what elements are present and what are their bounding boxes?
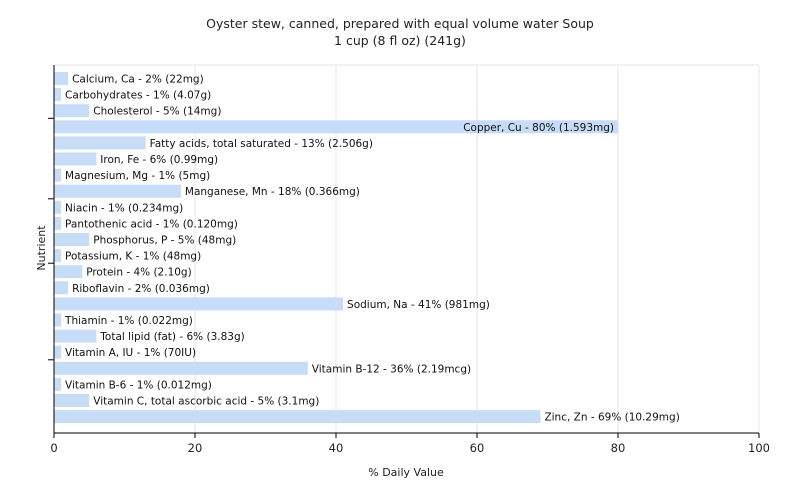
bar-label-1: Carbohydrates - 1% (4.07g) [65, 90, 211, 102]
x-tick-label-4: 80 [611, 441, 626, 455]
bar-15 [54, 313, 62, 327]
bar-label-19: Vitamin B-6 - 1% (0.012mg) [65, 379, 212, 391]
bar-label-10: Phosphorus, P - 5% (48mg) [93, 235, 236, 247]
bar-12 [54, 265, 83, 279]
bar-4 [54, 136, 146, 150]
bar-label-15: Thiamin - 1% (0.022mg) [64, 315, 193, 327]
x-tick-label-5: 100 [748, 441, 770, 455]
bar-label-5: Iron, Fe - 6% (0.99mg) [100, 154, 218, 166]
bar-9 [54, 216, 62, 230]
bar-1 [54, 88, 62, 102]
bar-label-6: Magnesium, Mg - 1% (5mg) [65, 170, 210, 182]
axes: 0 20 40 60 80 100 [48, 65, 770, 455]
bar-label-12: Protein - 4% (2.10g) [86, 267, 192, 279]
bar-label-8: Niacin - 1% (0.234mg) [65, 202, 183, 214]
bar-11 [54, 249, 62, 263]
bars: Calcium, Ca - 2% (22mg) Carbohydrates - 1… [54, 72, 680, 424]
bar-19 [54, 377, 62, 391]
bar-13 [54, 281, 69, 295]
bar-20 [54, 394, 90, 407]
bar-label-14: Sodium, Na - 41% (981mg) [347, 299, 490, 311]
bar-label-16: Total lipid (fat) - 6% (3.83g) [99, 331, 244, 343]
gridlines [54, 64, 760, 433]
x-axis-label: % Daily Value [368, 466, 444, 479]
bar-2 [54, 104, 90, 118]
bar-0 [54, 72, 69, 85]
bar-label-20: Vitamin C, total ascorbic acid - 5% (3.1… [93, 396, 319, 408]
bar-label-9: Pantothenic acid - 1% (0.120mg) [65, 218, 238, 230]
y-axis-label: Nutrient [35, 225, 48, 271]
bar-3 [54, 120, 618, 134]
bar-17 [54, 345, 62, 359]
chart-subtitle: 1 cup (8 fl oz) (241g) [334, 33, 466, 48]
x-tick-label-0: 0 [50, 441, 57, 455]
x-tick-label-1: 20 [188, 441, 203, 455]
bar-18 [54, 361, 308, 375]
bar-label-0: Calcium, Ca - 2% (22mg) [72, 74, 204, 86]
bar-6 [54, 168, 62, 182]
bar-16 [54, 329, 97, 343]
bar-21 [54, 410, 541, 424]
bar-label-13: Riboflavin - 2% (0.036mg) [72, 283, 210, 295]
bar-5 [54, 152, 97, 166]
x-tick-label-2: 40 [329, 441, 344, 455]
bar-label-18: Vitamin B-12 - 36% (2.19mcg) [312, 363, 471, 375]
bar-label-11: Potassium, K - 1% (48mg) [65, 251, 201, 263]
bar-8 [54, 200, 62, 214]
bar-14 [54, 297, 344, 311]
bar-label-21: Zinc, Zn - 69% (10.29mg) [544, 412, 679, 424]
bar-7 [54, 184, 181, 198]
bar-label-3: Copper, Cu - 80% (1.593mg) [463, 122, 614, 134]
bar-label-2: Cholesterol - 5% (14mg) [93, 106, 221, 118]
x-tick-label-3: 60 [470, 441, 485, 455]
bar-label-17: Vitamin A, IU - 1% (70IU) [65, 347, 196, 359]
bar-10 [54, 233, 90, 246]
chart-title: Oyster stew, canned, prepared with equal… [206, 16, 594, 31]
bar-label-7: Manganese, Mn - 18% (0.366mg) [185, 186, 360, 198]
bar-label-4: Fatty acids, total saturated - 13% (2.50… [150, 138, 373, 150]
